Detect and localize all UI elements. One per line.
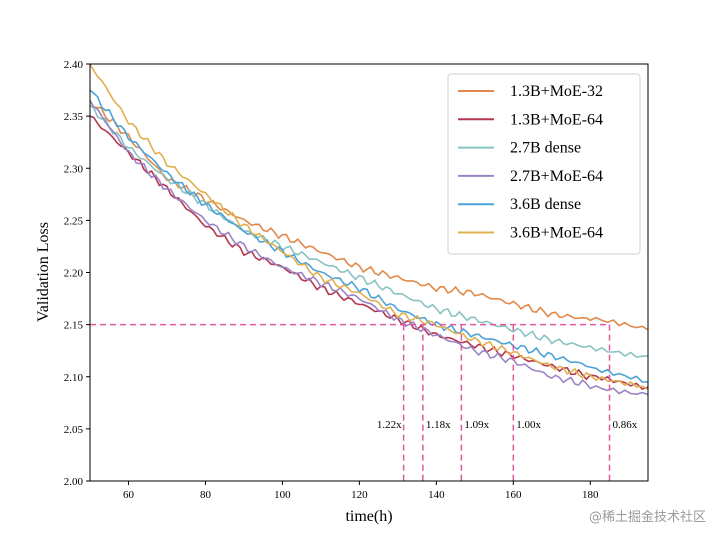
legend-label: 2.7B+MoE-64 xyxy=(510,168,603,185)
y-tick-label: 2.40 xyxy=(64,59,84,71)
x-axis-label: time(h) xyxy=(345,508,392,525)
legend-label: 1.3B+MoE-32 xyxy=(510,83,603,100)
legend-box xyxy=(447,73,641,255)
legend-label: 3.6B dense xyxy=(510,196,581,213)
legend-label: 3.6B+MoE-64 xyxy=(510,225,603,242)
speedup-label: 1.09x xyxy=(464,419,489,431)
speedup-label: 1.00x xyxy=(516,419,541,431)
speedup-label: 0.86x xyxy=(613,419,638,431)
y-tick-label: 2.00 xyxy=(64,476,84,488)
y-tick-label: 2.05 xyxy=(64,424,84,436)
x-tick-label: 120 xyxy=(351,489,368,501)
series-line-4 xyxy=(89,100,649,396)
y-tick-label: 2.35 xyxy=(64,111,84,123)
x-tick-label: 80 xyxy=(200,489,212,501)
y-tick-label: 2.25 xyxy=(64,215,84,227)
series-lines xyxy=(89,63,649,396)
y-tick-label: 2.30 xyxy=(64,163,84,175)
y-tick-label: 2.15 xyxy=(64,320,84,332)
series-line-3 xyxy=(89,105,649,359)
x-tick-label: 180 xyxy=(582,489,599,501)
legend-label: 2.7B dense xyxy=(510,140,581,157)
legend-label: 1.3B+MoE-64 xyxy=(510,111,603,128)
speedup-label: 1.18x xyxy=(426,419,451,431)
speedup-annotations: 1.22x 1.18x 1.09x 1.00x 0.86x xyxy=(377,419,638,431)
watermark: @稀土掘金技术社区 xyxy=(588,510,706,525)
y-tick-label: 2.20 xyxy=(64,268,84,280)
series-line-6 xyxy=(89,63,649,391)
y-tick-label: 2.10 xyxy=(64,372,84,384)
axes: 60 80 100 120 140 160 180 2.00 2.05 2.10 2.15 2.20 2… xyxy=(64,59,649,501)
reference-lines xyxy=(90,323,611,481)
legend: 1.3B+MoE-32 1.3B+MoE-64 2.7B dense 2.7B+MoE… xyxy=(447,73,641,255)
x-tick-label: 160 xyxy=(505,489,522,501)
speedup-label: 1.22x xyxy=(377,419,402,431)
y-axis-label: Validation Loss xyxy=(35,222,52,322)
x-tick-label: 140 xyxy=(428,489,445,501)
x-tick-label: 60 xyxy=(123,489,135,501)
x-tick-label: 100 xyxy=(274,489,291,501)
